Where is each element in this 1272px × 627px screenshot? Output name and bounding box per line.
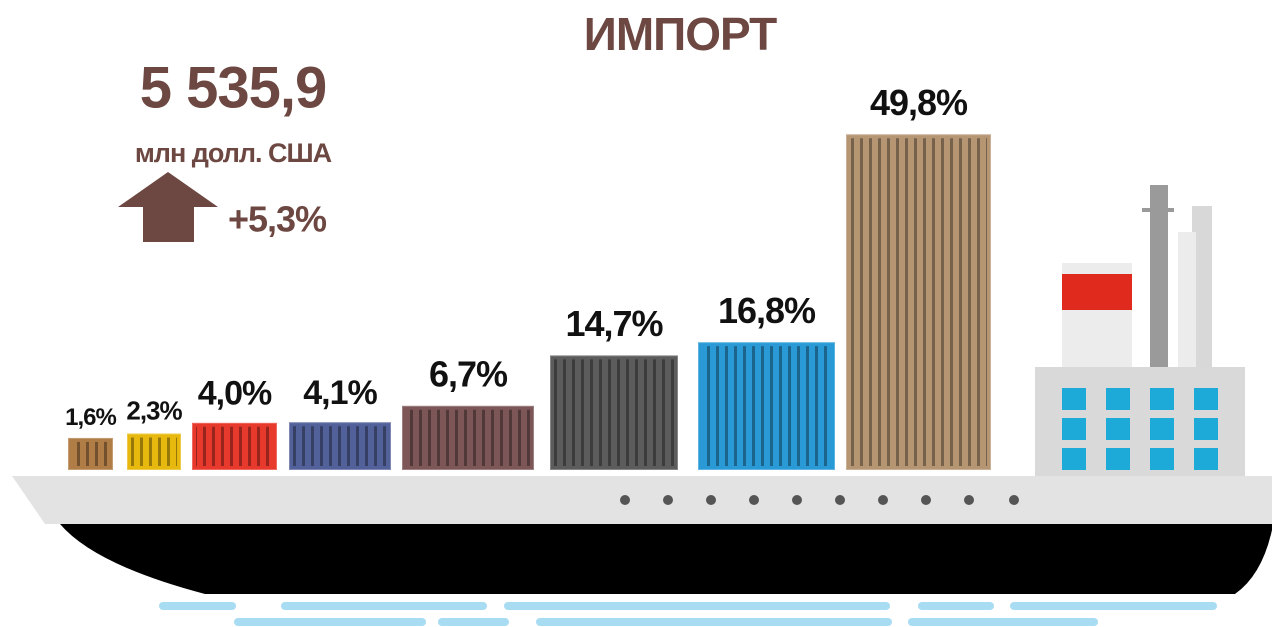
container-ribs xyxy=(702,346,831,466)
container-ribs xyxy=(406,410,530,466)
value-label: 14,7% xyxy=(565,303,663,344)
value-label: 4,1% xyxy=(303,374,377,412)
value-label: 16,8% xyxy=(718,290,816,331)
value-label: 1,6% xyxy=(65,404,116,431)
total-value: 5 535,9 xyxy=(140,55,327,120)
infographic: ИМПОРТ 5 535,9 млн долл. США +5,3% 1,6% 2… xyxy=(0,0,1272,627)
value-label: 2,3% xyxy=(126,396,182,426)
ship-superstructure xyxy=(1035,185,1245,477)
unit: млн долл. США xyxy=(135,138,332,168)
up-arrow xyxy=(118,172,218,242)
container-ribs xyxy=(554,359,674,466)
ship-hull xyxy=(12,476,1272,594)
change-value: +5,3% xyxy=(228,199,327,240)
container-ribs xyxy=(850,138,987,466)
chart-title: ИМПОРТ xyxy=(584,8,777,60)
container-ribs xyxy=(196,427,273,466)
water xyxy=(163,606,1213,622)
value-label: 6,7% xyxy=(429,354,508,395)
value-label: 4,0% xyxy=(198,375,272,413)
container-ribs xyxy=(131,438,177,466)
value-label: 49,8% xyxy=(870,82,968,123)
container-ribs xyxy=(293,426,387,466)
container-ribs xyxy=(72,442,109,466)
